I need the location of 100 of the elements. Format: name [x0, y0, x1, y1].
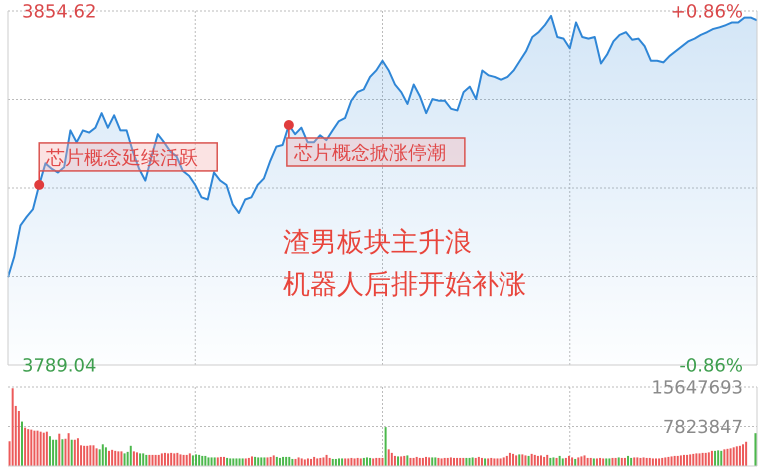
bar	[89, 445, 92, 466]
bar	[382, 458, 384, 466]
annotation: 机器人后排开始补涨	[283, 268, 526, 302]
bar	[257, 457, 260, 466]
bar	[608, 458, 610, 466]
bar	[670, 456, 673, 466]
bar	[86, 446, 88, 466]
bar	[502, 457, 505, 466]
bar	[278, 458, 281, 466]
bar	[250, 456, 253, 466]
bar	[500, 458, 502, 466]
bar	[319, 458, 322, 466]
bar	[263, 457, 266, 466]
bar	[490, 458, 492, 466]
bar	[549, 458, 552, 466]
y-tick-label: 15647693	[651, 377, 743, 398]
bar	[720, 450, 722, 466]
bar	[354, 458, 356, 466]
bar	[409, 458, 412, 466]
bar	[540, 455, 542, 466]
bar	[20, 422, 23, 466]
bar	[158, 454, 160, 466]
bar	[754, 433, 756, 466]
bar	[406, 455, 408, 466]
bar	[736, 446, 738, 466]
annotation: 渣男板块主升浪	[283, 226, 472, 260]
bar	[618, 457, 620, 466]
bar	[136, 452, 138, 466]
bar	[55, 440, 58, 466]
bar	[474, 458, 477, 466]
bar	[493, 458, 496, 466]
bar	[661, 458, 664, 466]
bar	[108, 450, 110, 466]
bar	[400, 456, 402, 466]
bar	[484, 458, 486, 466]
bar	[102, 444, 104, 466]
bar	[270, 456, 272, 466]
bar	[686, 454, 688, 466]
bar	[276, 456, 278, 466]
bar	[242, 458, 244, 466]
bar	[562, 458, 564, 466]
bar	[646, 458, 648, 466]
bar	[558, 456, 561, 466]
bar	[723, 449, 726, 466]
bar	[288, 456, 290, 466]
bar	[592, 458, 595, 466]
y-tick-label: 7823847	[662, 416, 743, 438]
bar	[676, 456, 679, 466]
bar	[462, 458, 464, 466]
bar	[664, 457, 666, 466]
bar	[584, 455, 586, 466]
bar	[534, 454, 536, 466]
y2-tick-label: +0.86%	[670, 1, 743, 22]
bar	[528, 456, 530, 466]
bar	[210, 457, 213, 466]
bar	[742, 444, 744, 466]
bar	[667, 456, 670, 466]
bar	[350, 458, 352, 466]
bar	[92, 445, 94, 466]
bar	[698, 453, 701, 466]
bar	[717, 450, 720, 466]
bar	[244, 458, 247, 466]
bar	[33, 430, 36, 466]
bar	[52, 440, 54, 466]
bar	[192, 455, 194, 466]
bar	[452, 458, 455, 466]
bar	[46, 432, 48, 466]
bar	[639, 458, 642, 466]
bar	[24, 428, 26, 466]
bar	[692, 454, 694, 466]
bar	[456, 458, 458, 466]
bar	[397, 456, 400, 466]
bar	[313, 456, 316, 466]
bar	[390, 452, 393, 466]
bar	[571, 457, 574, 466]
bar	[96, 448, 98, 466]
bar	[444, 458, 446, 466]
bar	[124, 453, 126, 466]
bar	[61, 439, 64, 466]
bar	[446, 458, 449, 466]
bar	[372, 458, 374, 466]
bar	[524, 455, 526, 466]
bar	[596, 458, 598, 466]
bar	[658, 458, 660, 466]
bar	[170, 452, 172, 466]
bar	[328, 458, 331, 466]
bar	[652, 458, 654, 466]
bar	[188, 453, 191, 466]
bar	[590, 458, 592, 466]
bar	[726, 448, 728, 466]
bar	[648, 458, 651, 466]
y2-tick-label: -0.86%	[679, 355, 743, 376]
bar	[515, 455, 518, 466]
bar	[636, 457, 638, 466]
bar	[291, 458, 294, 466]
bar	[614, 458, 617, 466]
bar	[465, 458, 468, 466]
bar	[418, 458, 421, 466]
bar	[164, 452, 166, 466]
bar	[12, 388, 14, 466]
